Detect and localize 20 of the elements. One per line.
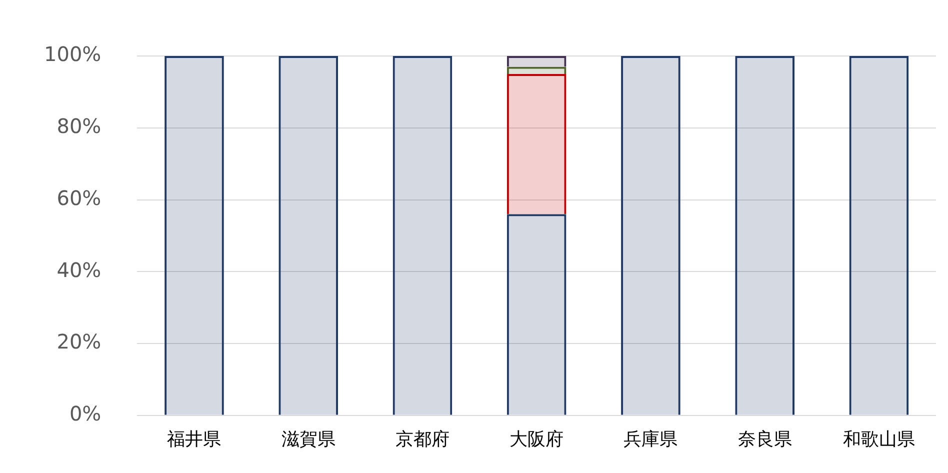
bar	[621, 56, 680, 415]
y-tick-label: 60%	[56, 186, 102, 210]
y-tick-label: 80%	[56, 114, 102, 138]
x-tick-label: 京都府	[395, 428, 450, 450]
bar	[164, 56, 224, 415]
y-tick-label: 40%	[56, 258, 102, 282]
y-tick-label: 20%	[56, 330, 102, 354]
x-tick-label: 滋賀県	[281, 428, 336, 450]
y-tick-label: 0%	[69, 402, 102, 426]
bar	[849, 56, 909, 415]
x-tick-label: 和歌山県	[842, 428, 915, 450]
bar	[735, 56, 794, 415]
y-tick-label: 100%	[44, 42, 102, 66]
x-tick-label: 奈良県	[738, 428, 792, 450]
bar	[506, 56, 566, 67]
bar	[392, 56, 452, 415]
bar	[278, 56, 338, 415]
x-tick-label: 福井県	[167, 428, 222, 450]
x-tick-label: 兵庫県	[624, 428, 678, 450]
x-tick-label: 大阪府	[510, 428, 564, 450]
